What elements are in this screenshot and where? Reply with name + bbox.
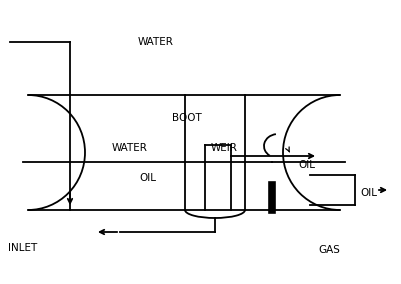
Text: BOOT: BOOT [172, 113, 201, 123]
Text: WATER: WATER [138, 37, 174, 47]
Text: WATER: WATER [112, 143, 148, 153]
Text: OIL: OIL [139, 173, 156, 183]
Text: WEIR: WEIR [211, 143, 237, 153]
Text: INLET: INLET [8, 243, 37, 253]
Text: OIL: OIL [359, 188, 376, 198]
Text: GAS: GAS [317, 245, 339, 255]
Text: OIL: OIL [297, 160, 314, 170]
